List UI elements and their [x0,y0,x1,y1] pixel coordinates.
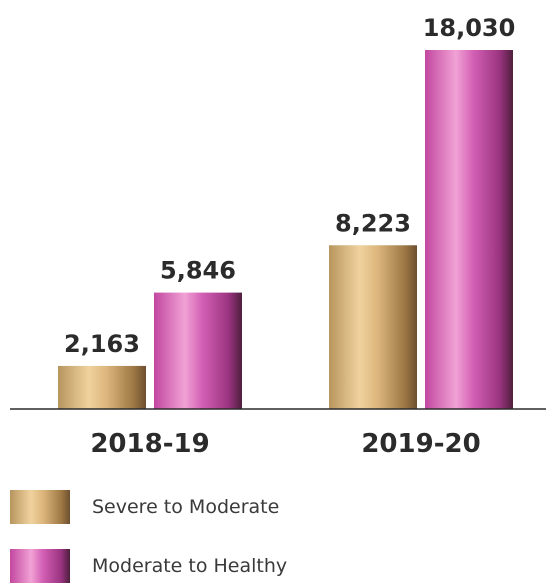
bar-2019-20-moderate-to-healthy [425,50,513,409]
bar-2018-19-severe-to-moderate [58,365,146,409]
data-label: 5,846 [160,257,236,285]
x-tick-label: 2019-20 [361,429,480,459]
legend-label: Moderate to Healthy [92,555,288,577]
legend-item-severe-to-moderate: Severe to Moderate [10,490,550,526]
legend-item-moderate-to-healthy: Moderate to Healthy [10,549,550,585]
magenta-swatch-icon [10,549,70,583]
x-tick-label: 2018-19 [90,429,209,459]
gold-swatch-icon [10,490,70,524]
data-label: 8,223 [335,209,411,237]
legend-label: Severe to Moderate [92,496,280,518]
data-label: 18,030 [423,14,516,42]
data-label: 2,163 [64,330,140,358]
bar-2019-20-severe-to-moderate [329,245,417,409]
bar-chart: 2,163 5,846 2018-19 8,223 18,030 2019-20 [10,14,546,459]
bar-2018-19-moderate-to-healthy [154,292,242,409]
